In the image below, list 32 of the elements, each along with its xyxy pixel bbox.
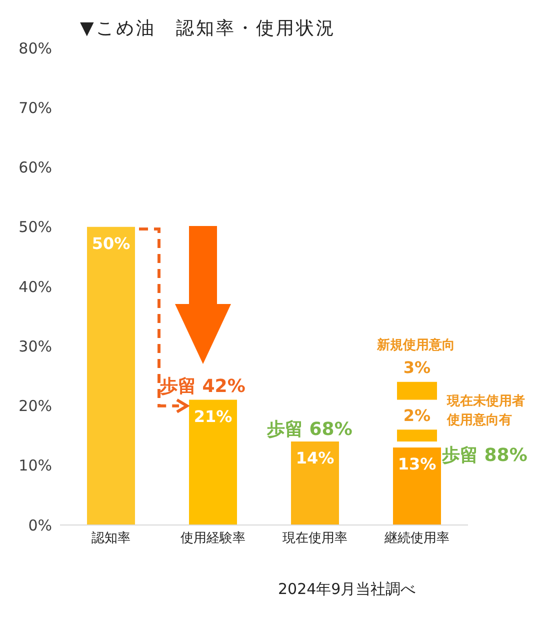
series-label: 現在未使用者使用意向有 <box>447 392 526 430</box>
x-tick-label: 使用経験率 <box>180 530 246 546</box>
text: 新規使用意向 <box>377 336 455 354</box>
y-tick-label: 20% <box>18 397 52 416</box>
data-label: 3% <box>402 358 432 377</box>
data-label: 21% <box>194 406 232 426</box>
y-tick-label: 60% <box>18 158 52 177</box>
x-tick-label: 認知率 <box>92 530 130 546</box>
y-tick-label: 50% <box>18 218 52 236</box>
y-tick-label: 40% <box>18 278 52 296</box>
bar <box>397 430 437 442</box>
annotation: 歩留 42% <box>160 376 246 398</box>
bar <box>393 447 441 525</box>
text: 2024年9月当社調べ <box>278 580 416 599</box>
data-label: 14% <box>296 448 334 468</box>
x-tick-label: 現在使用率 <box>282 530 348 546</box>
x-tick-label: 継続使用率 <box>384 530 450 546</box>
bar <box>189 400 237 525</box>
y-tick-label: 70% <box>18 98 52 117</box>
annotation: 歩留 68% <box>267 419 352 441</box>
data-label: 2% <box>402 406 432 425</box>
annotation: 歩留 88% <box>442 445 528 468</box>
bar <box>87 226 135 525</box>
y-tick-label: 10% <box>18 456 52 475</box>
y-tick-label: 30% <box>18 337 52 356</box>
chart-title: ▼こめ油 認知率・使用状況 <box>80 17 336 40</box>
bar <box>291 442 339 525</box>
data-label: 50% <box>92 234 130 253</box>
data-label: 13% <box>398 454 436 474</box>
y-tick-label: 0% <box>28 516 52 534</box>
y-tick-label: 80% <box>18 39 52 58</box>
bar <box>397 382 437 400</box>
